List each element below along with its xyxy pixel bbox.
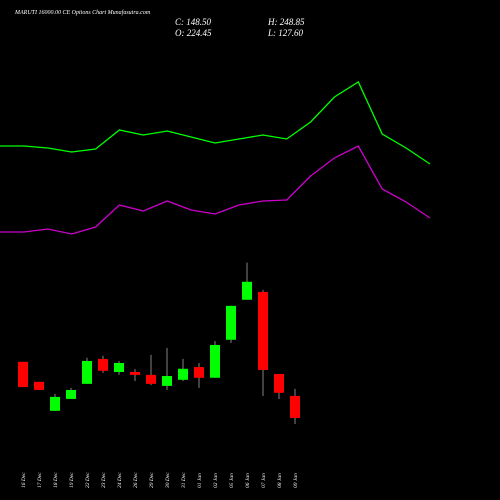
indicator-line (0, 145, 431, 235)
x-tick-label: 01 Jan (197, 473, 203, 488)
chart-title: MARUTI 16000.00 CE Options Chart Munafas… (14, 9, 151, 16)
candle-body (114, 362, 124, 372)
stat-open: O: 224.45 (175, 28, 212, 38)
x-tick-label: 08 Jan (277, 473, 283, 488)
candle-body (130, 371, 140, 375)
x-tick-label: 09 Jan (293, 473, 299, 488)
x-tick-label: 05 Jan (229, 473, 235, 488)
candle-body (194, 367, 204, 378)
stat-high: H: 248.85 (267, 17, 305, 27)
x-tick-label: 19 Dec (69, 472, 75, 488)
indicator-line (0, 81, 431, 165)
candle-body (274, 374, 284, 393)
candle-body (162, 376, 172, 386)
x-tick-label: 16 Dec (21, 472, 27, 488)
x-tick-label: 18 Dec (53, 472, 59, 488)
x-tick-label: 06 Jan (245, 473, 251, 488)
stat-low: L: 127.60 (267, 28, 304, 38)
candle-body (66, 389, 76, 399)
candle-body (34, 381, 44, 390)
candle-body (290, 395, 300, 418)
stat-close: C: 148.50 (175, 17, 212, 27)
candle-body (178, 368, 188, 380)
x-tick-label: 30 Dec (165, 472, 171, 489)
candle-body (146, 374, 156, 384)
candle-body (98, 358, 108, 371)
x-tick-label: 17 Dec (37, 472, 43, 488)
candle-body (50, 396, 60, 411)
candle-body (18, 361, 28, 388)
x-tick-label: 23 Dec (101, 472, 107, 488)
x-tick-label: 24 Dec (116, 472, 123, 488)
x-tick-label: 07 Jan (261, 473, 267, 488)
x-tick-label: 22 Dec (85, 472, 91, 488)
candle-body (82, 360, 92, 384)
candle-body (210, 345, 220, 378)
x-tick-label: 29 Dec (149, 472, 155, 488)
x-tick-label: 02 Jan (213, 473, 219, 488)
x-tick-label: 31 Dec (181, 472, 187, 489)
candle-body (226, 305, 236, 340)
x-tick-label: 26 Dec (133, 472, 139, 488)
candle-body (258, 291, 268, 370)
candle-body (242, 281, 252, 300)
